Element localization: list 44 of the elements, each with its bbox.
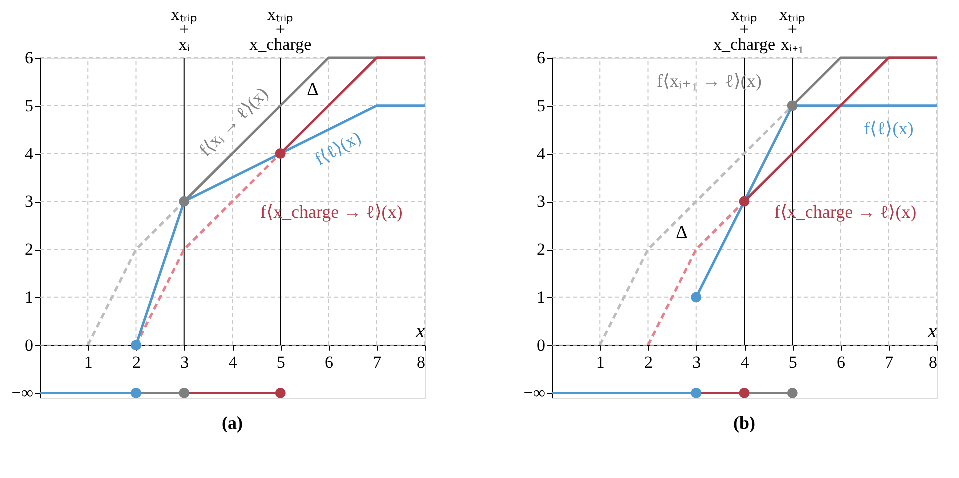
x-tick-label: 4: [228, 352, 238, 372]
x-tick-label: 8: [929, 352, 938, 372]
x-tick-label: 3: [180, 352, 190, 372]
y-tick-label: 4: [537, 144, 546, 164]
x-tick-label: 1: [84, 352, 93, 372]
y-tick-label: −∞: [12, 384, 34, 403]
y-tick-label: 3: [537, 192, 546, 212]
ref-line-label: xₜᵣᵢₚ + x_charge: [250, 5, 312, 54]
x-tick-label: 2: [132, 352, 141, 372]
y-tick-label: 3: [25, 192, 34, 212]
x-tick-label: 5: [788, 352, 798, 372]
x-tick-label: 6: [837, 352, 846, 372]
x-axis-title: x: [415, 320, 426, 342]
ref-line-label: xₜᵣᵢₚ + xᵢ: [171, 5, 198, 54]
y-tick-label: 1: [537, 288, 546, 307]
y-tick-label: 2: [25, 240, 34, 260]
x-tick-label: 7: [885, 352, 894, 372]
x-axis-title: x: [927, 320, 938, 342]
x-tick-label: 6: [325, 352, 334, 372]
y-tick-label: −∞: [524, 384, 546, 403]
x-tick-label: 1: [596, 352, 605, 372]
y-tick-label: 1: [25, 288, 34, 307]
x-tick-label: 2: [644, 352, 653, 372]
x-tick-label: 3: [692, 352, 702, 372]
y-tick-label: 5: [25, 96, 34, 116]
y-tick-label: 2: [537, 240, 546, 260]
y-tick-label: 6: [25, 48, 34, 68]
series-label: f⟨ℓ⟩(x): [864, 118, 914, 139]
x-tick-label: 8: [417, 352, 426, 372]
x-tick-label: 5: [276, 352, 286, 372]
text: f⟨xᵢ → ℓ⟩(x): [195, 84, 272, 160]
text: (a): [222, 413, 243, 434]
y-tick-label: 0: [537, 336, 546, 355]
y-tick-label: 4: [25, 144, 34, 164]
x-tick-label: 4: [740, 352, 750, 372]
x-tick-label: 7: [373, 352, 382, 372]
y-tick-label: 6: [537, 48, 546, 68]
ref-line-label: xₜᵣᵢₚ + xᵢ₊₁: [780, 5, 806, 54]
ref-line-label: xₜᵣᵢₚ + x_charge: [714, 5, 776, 54]
annotation: Δ: [676, 222, 688, 242]
y-tick-label: 0: [25, 336, 34, 355]
text: (b): [734, 413, 756, 434]
annotation: Δ: [307, 78, 319, 99]
y-tick-label: 5: [537, 96, 546, 116]
